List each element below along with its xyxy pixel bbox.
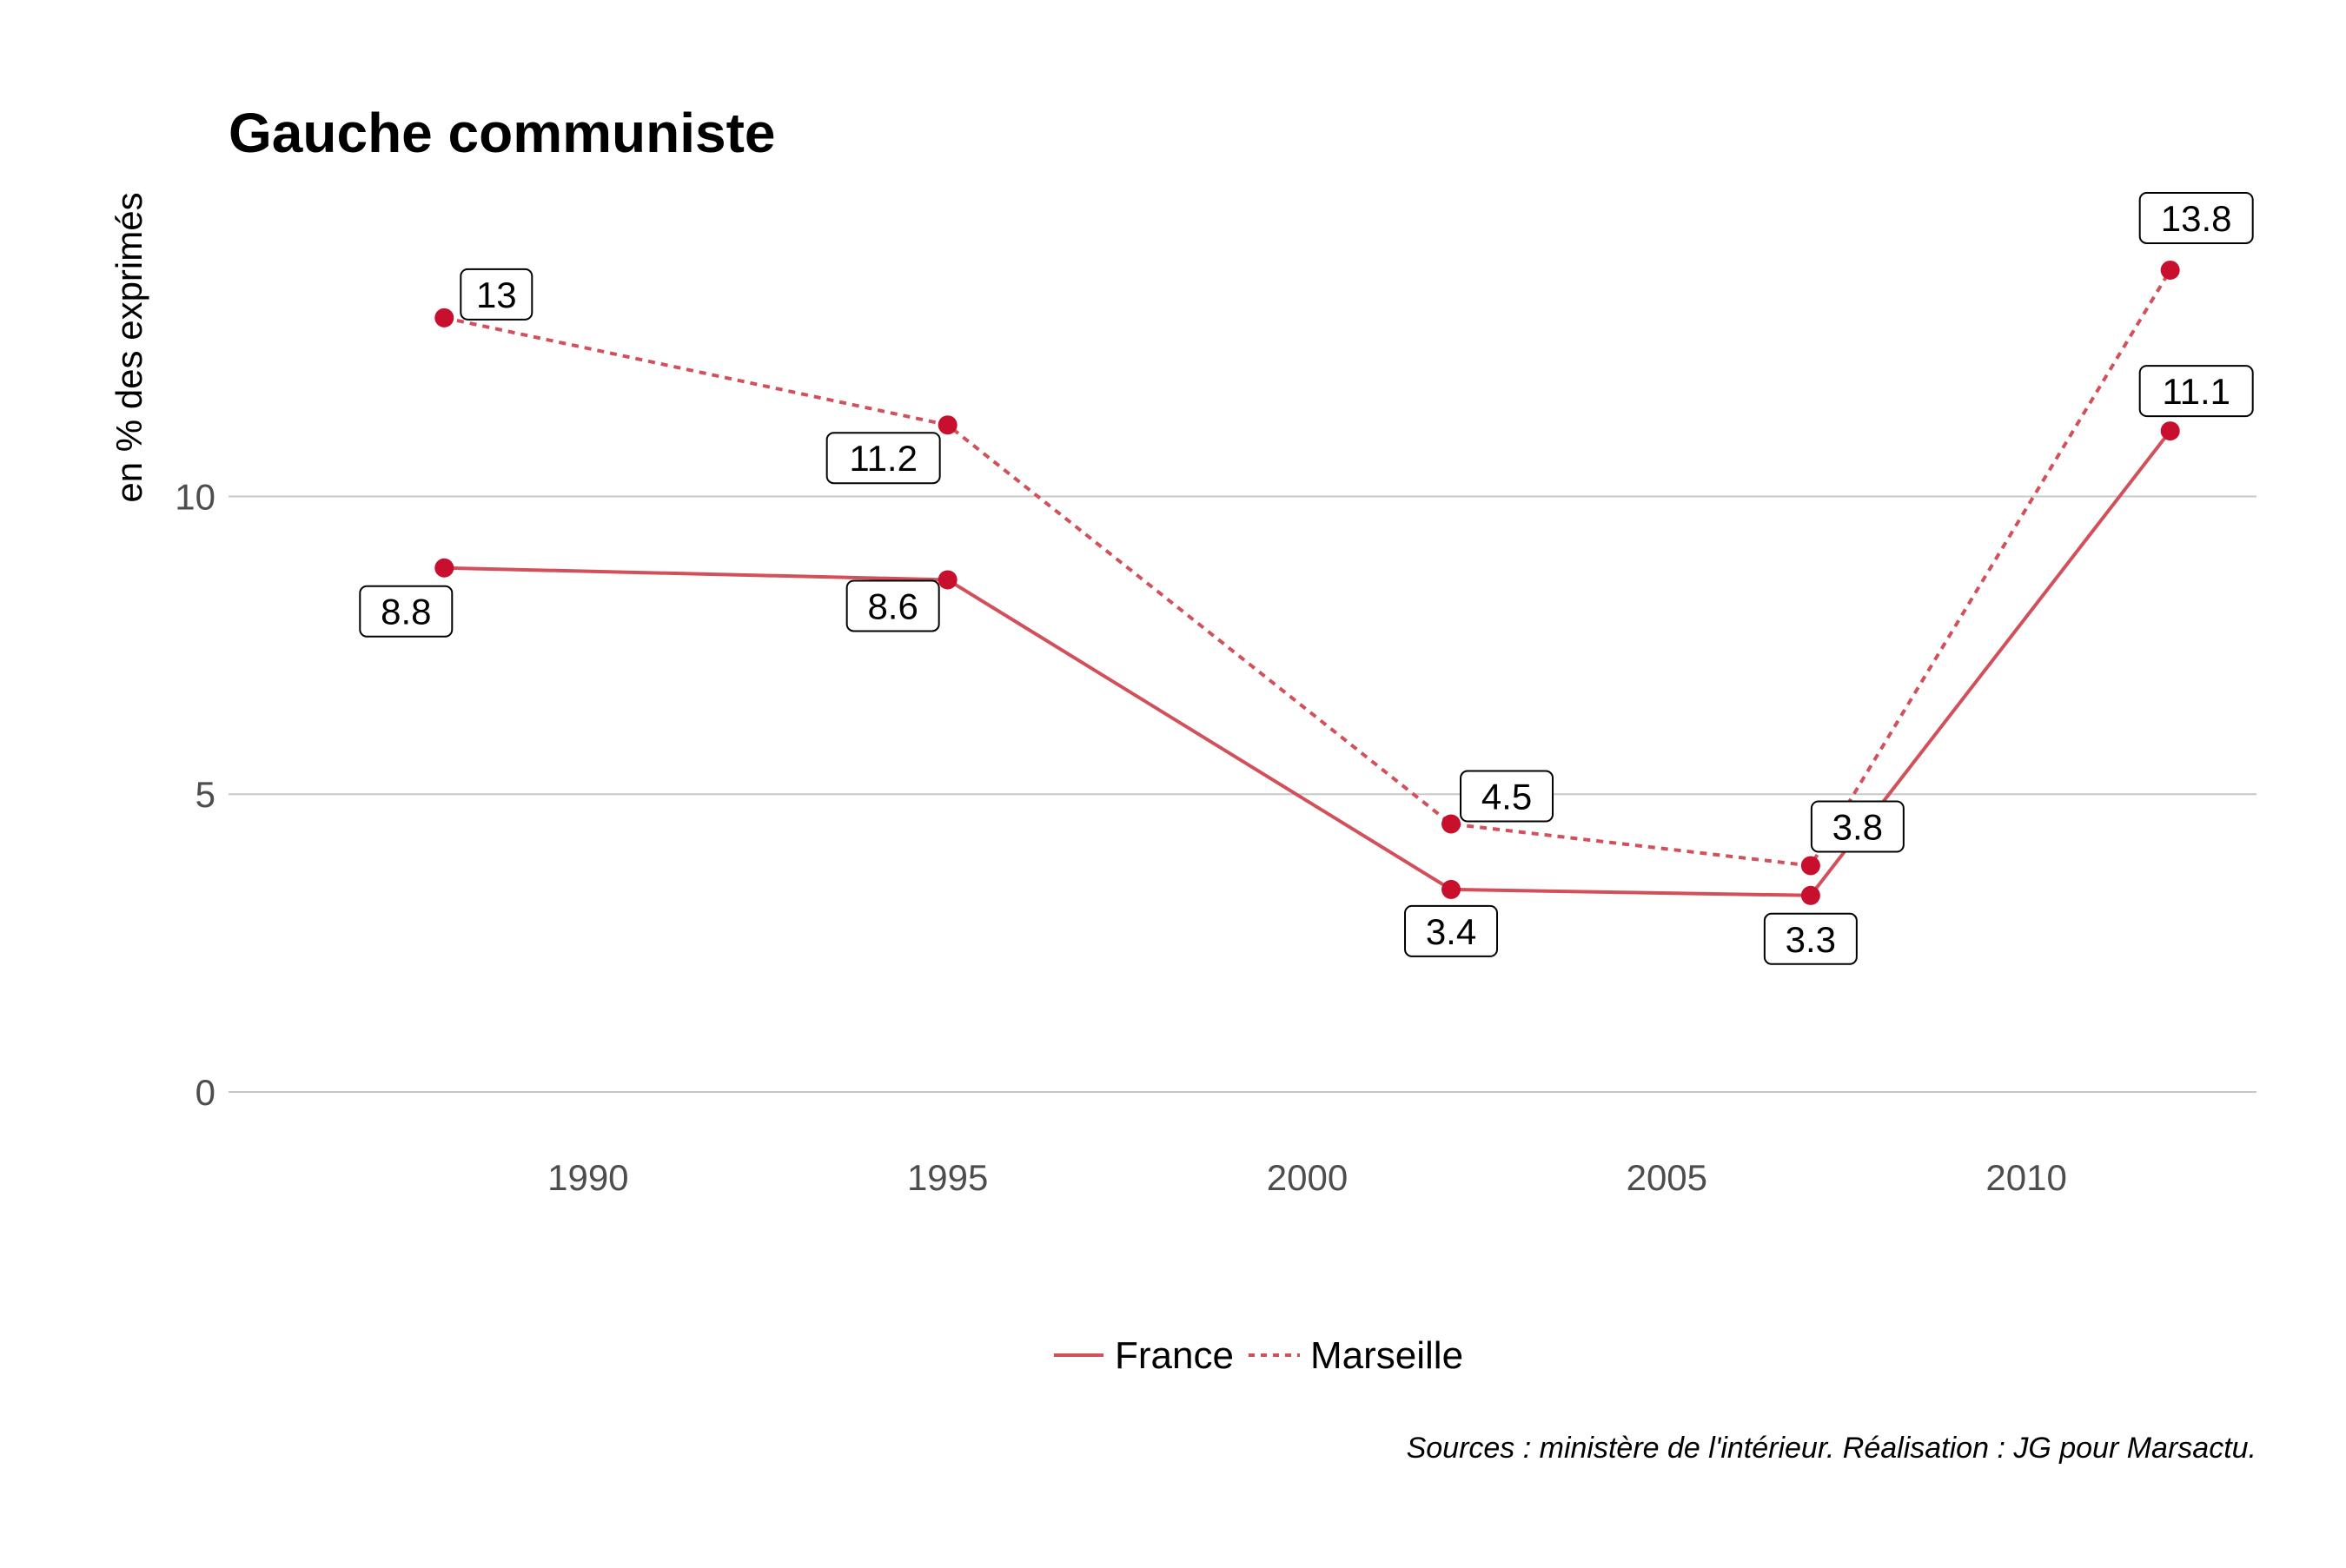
data-label: 13.8 [2138,191,2254,244]
data-point [938,570,958,590]
source-caption: Sources : ministère de l'intérieur. Réal… [1407,1432,2257,1465]
data-label-box [460,268,533,321]
grid-layer [229,495,2257,1094]
legend-label-france: France [1115,1334,1234,1377]
data-label: 3.3 [1763,912,1858,965]
data-label-text: 13 [476,275,517,315]
data-point [1800,856,1820,876]
data-label-box [1763,912,1858,965]
data-label-text: 11.1 [2162,371,2230,412]
data-point [1800,885,1820,905]
data-label-text: 3.8 [1832,807,1883,848]
data-label-text: 3.4 [1426,911,1476,952]
data-label: 11.1 [2138,365,2254,418]
data-label: 11.2 [825,432,941,485]
data-point [2160,421,2180,441]
data-label-box [845,579,940,632]
legend: France Marseille [1054,1334,1463,1377]
data-label-text: 8.6 [867,586,918,626]
y-tick-label: 0 [196,1072,215,1113]
data-point [938,415,958,435]
data-label-box [1810,800,1905,853]
legend-label-marseille: Marseille [1310,1334,1463,1377]
data-point [434,558,454,578]
series-line-france [444,429,2172,897]
x-tick-label: 2010 [1985,1157,2066,1198]
series-line-marseille [443,268,2172,868]
data-point [2160,260,2180,280]
line-layer [443,268,2172,897]
chart-title: Gauche communiste [229,102,776,164]
data-label-text: 11.2 [849,438,918,479]
tick-layer: 0 5 10 1990 1995 2000 2005 2010 [175,476,2067,1198]
data-label: 13 [460,268,533,321]
data-label: 8.8 [359,585,454,638]
x-tick-label: 1990 [547,1157,628,1198]
data-point [434,308,454,327]
data-label-text: 8.8 [381,592,431,632]
data-label: 8.6 [845,579,940,632]
y-axis-label: en % des exprimés [109,192,149,502]
x-tick-label: 2005 [1627,1157,1707,1198]
data-label-text: 13.8 [2161,198,2232,239]
x-tick-label: 1995 [907,1157,988,1198]
data-label: 3.4 [1404,904,1499,957]
data-point [1441,879,1461,899]
data-label-box [1460,770,1554,823]
data-label-text: 3.3 [1786,919,1836,960]
data-label-box [1404,904,1499,957]
data-label-box [825,432,941,485]
data-label-text: 4.5 [1481,777,1532,817]
label-layer: 8.8 8.6 3.4 3.3 11.1 13 11.2 4.5 3.8 13.8 [359,191,2254,965]
data-label-box [2138,365,2254,418]
data-label-box [359,585,454,638]
data-label: 3.8 [1810,800,1905,853]
y-tick-label: 5 [196,774,215,815]
data-label: 4.5 [1460,770,1554,823]
data-point [1441,814,1461,834]
point-layer [434,260,2180,905]
data-label-box [2138,191,2254,244]
x-tick-label: 2000 [1267,1157,1348,1198]
y-tick-label: 10 [175,476,215,517]
